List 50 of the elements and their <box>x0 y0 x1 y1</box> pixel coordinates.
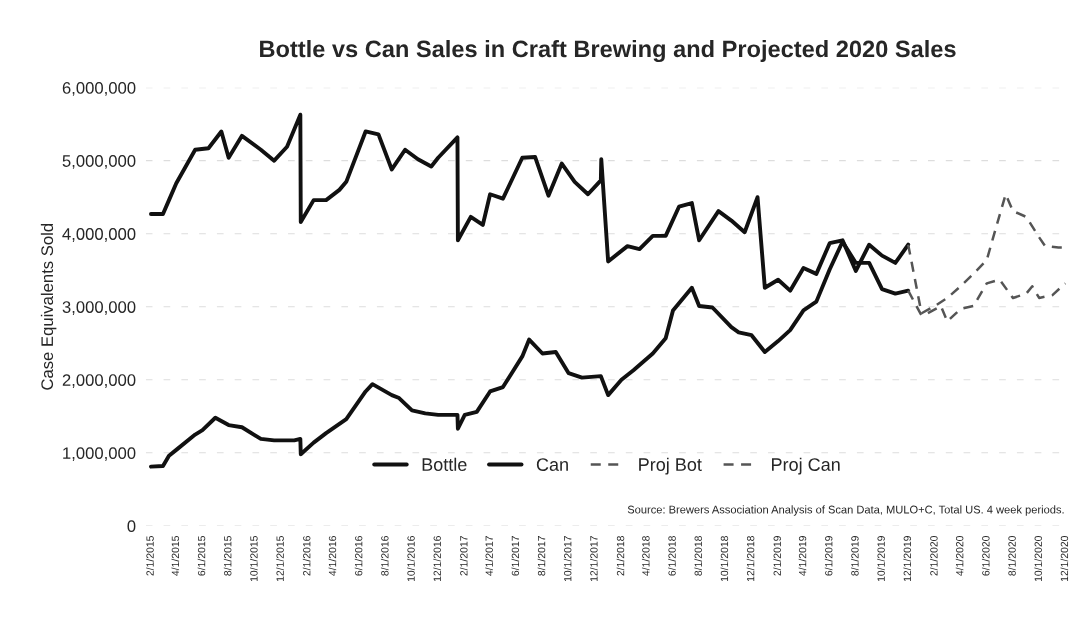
x-tick-label: 4/1/2020 <box>955 535 964 576</box>
x-tick-label: 12/1/2020 <box>1060 535 1069 582</box>
y-tick-label: 6,000,000 <box>62 82 136 96</box>
x-tick-label: 2/1/2015 <box>146 535 154 576</box>
y-tick-label: 4,000,000 <box>62 228 136 242</box>
x-tick-label: 8/1/2019 <box>850 536 859 576</box>
x-tick-label: 2/1/2018 <box>616 536 625 576</box>
x-tick-label: 12/1/2019 <box>903 536 912 582</box>
x-tick-label: 4/1/2019 <box>798 536 807 576</box>
x-tick-label: 10/1/2017 <box>563 536 572 582</box>
x-tick-label: 12/1/2018 <box>746 536 755 582</box>
x-tick-label: 12/1/2016 <box>433 536 441 582</box>
legend-label: Proj Bot <box>639 457 702 475</box>
legend-label: Can <box>536 458 568 471</box>
y-tick-label: 2,000,000 <box>62 374 136 388</box>
x-tick-label: 6/1/2019 <box>824 536 833 576</box>
y-axis-title: Case Equivalents Sold <box>40 223 57 390</box>
x-tick-label: 10/1/2020 <box>1034 535 1042 582</box>
y-tick-label: 0 <box>127 520 136 533</box>
y-tick-label: 1,000,000 <box>63 447 136 461</box>
x-tick-label: 10/1/2016 <box>407 536 415 582</box>
x-tick-label: 4/1/2017 <box>485 536 493 576</box>
x-tick-label: 10/1/2015 <box>249 535 258 582</box>
legend-label: Proj Can <box>772 457 840 475</box>
x-tick-label: 4/1/2015 <box>171 535 180 576</box>
x-tick-label: 8/1/2015 <box>223 535 232 576</box>
y-tick-label: 5,000,000 <box>62 155 136 169</box>
y-tick-label: 3,000,000 <box>62 301 136 315</box>
x-tick-label: 8/1/2018 <box>694 536 702 576</box>
x-tick-label: 8/1/2020 <box>1008 535 1016 576</box>
x-tick-label: 2/1/2016 <box>302 536 311 576</box>
x-tick-label: 4/1/2016 <box>328 536 337 576</box>
x-tick-label: 2/1/2020 <box>929 535 938 576</box>
x-tick-label: 6/1/2016 <box>354 536 363 576</box>
x-tick-label: 6/1/2018 <box>668 536 676 576</box>
x-tick-label: 10/1/2018 <box>720 536 729 582</box>
x-tick-label: 2/1/2019 <box>773 536 781 576</box>
chart-title: Bottle vs Can Sales in Craft Brewing and Projected 2020 Sales <box>260 39 956 63</box>
x-tick-label: 4/1/2018 <box>641 536 650 576</box>
x-tick-label: 8/1/2016 <box>380 536 389 576</box>
annotation: Source: Brewers Association Analysis of Scan Data, MULO+C, Total US. 4 week periods. <box>627 505 1064 516</box>
x-tick-label: 6/1/2020 <box>981 535 990 576</box>
x-tick-label: 8/1/2017 <box>537 536 546 576</box>
x-tick-label: 12/1/2017 <box>589 536 598 582</box>
x-tick-label: 2/1/2017 <box>459 536 468 576</box>
x-tick-label: 12/1/2015 <box>276 535 284 582</box>
legend-label: Bottle <box>422 457 467 471</box>
x-tick-label: 6/1/2015 <box>197 535 206 576</box>
x-tick-label: 6/1/2017 <box>511 536 520 576</box>
x-tick-label: 10/1/2019 <box>877 536 885 582</box>
